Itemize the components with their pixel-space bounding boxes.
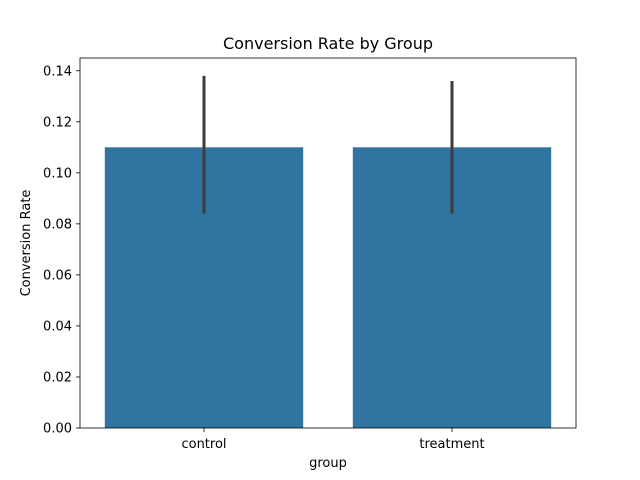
y-tick-label: 0.08 bbox=[43, 217, 72, 232]
y-tick-label: 0.12 bbox=[43, 115, 72, 130]
x-axis-label: group bbox=[309, 456, 347, 471]
y-tick-label: 0.06 bbox=[43, 268, 72, 283]
x-tick-label: treatment bbox=[419, 437, 484, 452]
plot-area: control treatment 0.00 0.02 0.04 0.06 0.08 0.10… bbox=[43, 57, 577, 452]
chart-title: Conversion Rate by Group bbox=[223, 34, 433, 53]
y-tick-label: 0.14 bbox=[43, 64, 72, 79]
y-tick-label: 0.04 bbox=[43, 319, 72, 334]
y-tick-label: 0.10 bbox=[43, 166, 72, 181]
plot-frame bbox=[79, 57, 577, 429]
y-tick-label: 0.00 bbox=[43, 422, 72, 437]
y-axis-label: Conversion Rate bbox=[19, 190, 34, 297]
y-tick-label: 0.02 bbox=[43, 370, 72, 385]
x-tick-label: control bbox=[181, 437, 226, 452]
